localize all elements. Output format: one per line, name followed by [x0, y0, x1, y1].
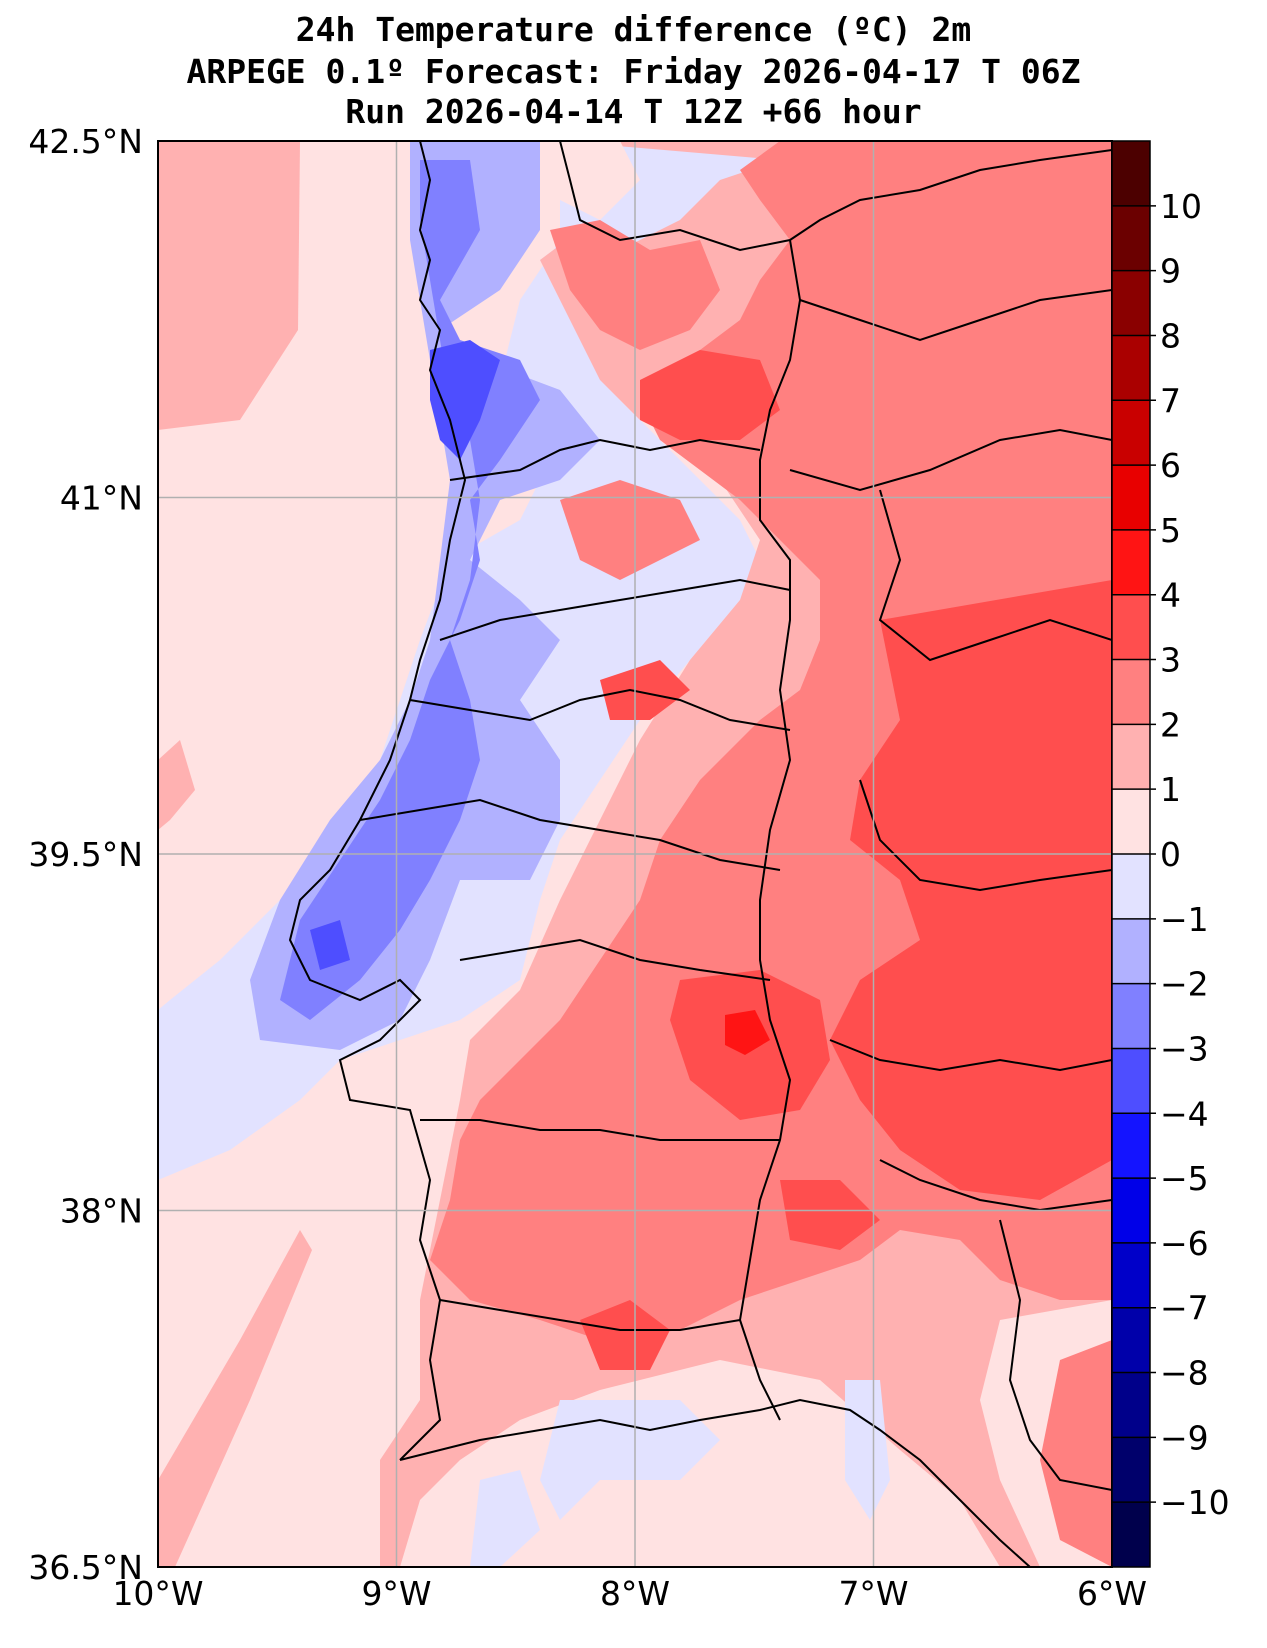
- district-border-2: [439, 578, 791, 641]
- colorbar-segment: [1112, 918, 1150, 984]
- colorbar-tick-label: 8: [1160, 316, 1181, 355]
- district-border-4: [359, 798, 781, 871]
- colorbar-tick-label: 5: [1160, 511, 1181, 550]
- colorbar-segment: [1112, 1113, 1150, 1179]
- spain-region-1: [799, 289, 1112, 342]
- colorbar-segment: [1112, 529, 1150, 595]
- y-tick-label: 38°N: [60, 1192, 143, 1231]
- colorbar-tick-label: −2: [1160, 965, 1209, 1004]
- colorbar-segment: [1112, 594, 1150, 660]
- district-border-1: [449, 438, 761, 481]
- spain-region-2: [789, 428, 1112, 492]
- spain-region-6: [879, 1159, 1112, 1212]
- coastal-cool-1: [250, 141, 600, 1050]
- colorbar-tick-label: 7: [1160, 381, 1181, 420]
- colorbar-segment: [1112, 205, 1150, 271]
- colorbar-tick-label: 6: [1160, 446, 1181, 485]
- spain-region-4: [859, 779, 1112, 892]
- colorbar-tick-label: −4: [1160, 1094, 1209, 1133]
- y-tick-label: 39.5°N: [28, 835, 143, 874]
- inland-warm-3d: [580, 1300, 670, 1370]
- colorbar-segment: [1112, 1502, 1150, 1567]
- inland-warm-3c: [640, 350, 780, 440]
- south-cool-patch-3: [470, 1470, 540, 1567]
- title-line-3: Run 2026-04-14 T 12Z +66 hour: [345, 92, 922, 131]
- inland-warm-3a: [830, 580, 1112, 1200]
- north-warm-patch-2: [560, 480, 700, 580]
- colorbar-tick-label: 4: [1160, 576, 1181, 615]
- colorbar-tick-label: 3: [1160, 641, 1181, 680]
- spain-region-7: [999, 1219, 1112, 1491]
- colorbar-segment: [1112, 400, 1150, 466]
- title-line-2: ARPEGE 0.1º Forecast: Friday 2026-04-17 …: [186, 52, 1081, 91]
- inland-warm-3e: [780, 1180, 880, 1250]
- y-tick-label: 42.5°N: [28, 122, 143, 161]
- colorbar-segment: [1112, 1178, 1150, 1243]
- colorbar-tick-label: −8: [1160, 1354, 1209, 1393]
- colorbar-segment: [1112, 1437, 1150, 1503]
- colorbar-segment: [1112, 1242, 1150, 1308]
- spain-region-3: [878, 489, 1112, 662]
- colorbar-tick-label: 1: [1160, 770, 1181, 809]
- colorbar-segment: [1112, 854, 1150, 919]
- x-tick-label: 6°W: [1077, 1574, 1147, 1613]
- coastline-west: [288, 141, 467, 1461]
- colorbar-segment: [1112, 141, 1150, 206]
- colorbar-segment: [1112, 1048, 1150, 1114]
- colorbar-tick-label: −3: [1160, 1029, 1209, 1068]
- colorbar-tick-label: −10: [1160, 1483, 1230, 1522]
- inland-warm-3f: [600, 660, 690, 720]
- colorbar-tick-label: −6: [1160, 1224, 1209, 1263]
- colorbar-segment: [1112, 659, 1150, 725]
- spain-region-5: [829, 1039, 1112, 1072]
- colorbar-segment: [1112, 1307, 1150, 1373]
- south-cool-patch-1: [540, 1400, 720, 1520]
- coastal-cool-3b: [310, 920, 350, 970]
- colorbar-tick-label: −5: [1160, 1159, 1209, 1198]
- colorbar-segment: [1112, 724, 1150, 790]
- coastline-south: [399, 1398, 1031, 1567]
- colorbar-segment: [1112, 983, 1150, 1049]
- x-tick-label: 10°W: [112, 1574, 203, 1613]
- district-border-3: [409, 688, 791, 731]
- axis-labels: 10°W 9°W 8°W 7°W 6°W 42.5°N 41°N 39.5°N 38°N 36.5…: [28, 122, 1147, 1613]
- border-portugal-spain: [738, 239, 802, 1421]
- colorbar-tick-label: 9: [1160, 252, 1181, 291]
- colorbar-segment: [1112, 789, 1150, 854]
- southeast-warm: [1040, 1340, 1112, 1567]
- y-tick-label: 41°N: [60, 479, 143, 518]
- title-line-1: 24h Temperature difference (ºC) 2m: [295, 10, 972, 49]
- colorbar-tick-label: 2: [1160, 705, 1181, 744]
- hotspot-4: [725, 1010, 770, 1055]
- colorbar-segment: [1112, 1372, 1150, 1438]
- offshore-warm-north: [158, 141, 300, 430]
- x-tick-label: 9°W: [361, 1574, 431, 1613]
- coastal-cool-3: [430, 340, 500, 460]
- district-border-6: [420, 1119, 780, 1141]
- offshore-warm-south: [158, 1230, 312, 1567]
- x-tick-label: 7°W: [838, 1574, 908, 1613]
- colorbar-tick-label: 0: [1160, 835, 1181, 874]
- borders: [288, 141, 1112, 1567]
- y-tick-label: 36.5°N: [28, 1548, 143, 1587]
- colorbar-segment: [1112, 335, 1150, 401]
- colorbar-tick-label: −7: [1160, 1289, 1209, 1328]
- colorbar-segment: [1112, 465, 1150, 530]
- district-border-5: [459, 938, 771, 981]
- colorbar-tick-label: −9: [1160, 1418, 1209, 1457]
- gridlines: [158, 141, 1112, 1567]
- district-border-7: [439, 1299, 741, 1331]
- colorbar-segment: [1112, 270, 1150, 336]
- x-tick-label: 8°W: [600, 1574, 670, 1613]
- colorbar-tick-label: 10: [1160, 187, 1202, 226]
- colorbar-tick-label: −1: [1160, 900, 1209, 939]
- offshore-warm-west: [158, 740, 195, 830]
